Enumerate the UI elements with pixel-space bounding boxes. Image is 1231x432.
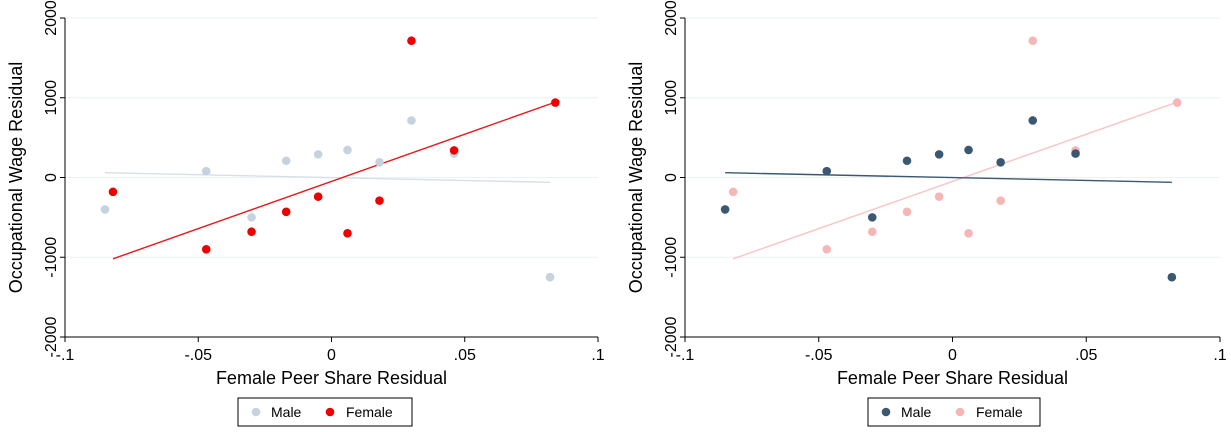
x-tick-label: -.05: [805, 347, 833, 364]
legend-box: [867, 397, 1041, 427]
x-tick-label: .1: [1213, 347, 1226, 364]
point-female: [281, 207, 291, 217]
y-tick-label: -1000: [43, 237, 60, 278]
x-axis-title: Female Peer Share Residual: [216, 368, 447, 388]
point-female: [728, 187, 738, 197]
point-male: [545, 272, 555, 282]
x-tick-label: -.1: [676, 347, 695, 364]
point-female: [822, 244, 832, 254]
point-male: [964, 145, 973, 155]
x-tick-label: .05: [1075, 347, 1097, 364]
point-male: [1167, 272, 1177, 282]
point-male: [934, 150, 944, 159]
legend-marker-female: [955, 407, 965, 417]
y-tick-label: -1000: [663, 237, 680, 278]
x-tick-label: .05: [454, 347, 476, 364]
y-tick-label: -2000: [43, 316, 60, 357]
point-male: [375, 158, 384, 167]
point-male: [201, 166, 211, 176]
point-female: [551, 98, 560, 107]
fit-line-female: [112, 101, 556, 260]
legend-label-male: Male: [271, 404, 302, 420]
point-male: [343, 145, 352, 155]
x-tick-label: 0: [327, 347, 336, 364]
point-female: [1172, 98, 1182, 107]
point-female: [407, 36, 416, 46]
y-tick-label: 0: [43, 173, 60, 182]
legend: Male Female: [237, 397, 413, 427]
point-male: [313, 150, 323, 159]
point-female: [201, 244, 211, 254]
fit-line-male: [725, 172, 1172, 183]
x-tick-label: -.1: [56, 347, 75, 364]
y-tick-label: 1000: [43, 80, 60, 116]
point-female: [1028, 36, 1038, 46]
point-female: [375, 196, 384, 205]
point-male: [867, 213, 877, 222]
y-axis-title: Occupational Wage Residual: [6, 62, 26, 293]
legend-marker-male: [881, 407, 891, 417]
point-female: [449, 146, 459, 155]
point-male: [407, 116, 416, 125]
y-tick-label: -2000: [663, 316, 680, 357]
legend: Male Female: [867, 397, 1041, 427]
point-male: [822, 166, 832, 176]
point-female: [343, 229, 352, 238]
legend-marker-male: [251, 407, 261, 417]
point-male: [1071, 149, 1080, 158]
point-female: [313, 192, 323, 201]
legend-label-female: Female: [346, 404, 393, 420]
fit-line-male: [104, 172, 551, 183]
point-male: [1028, 116, 1038, 125]
point-male: [247, 213, 256, 222]
fit-line-female: [732, 101, 1178, 260]
legend-label-female: Female: [976, 404, 1023, 420]
point-female: [247, 227, 256, 237]
x-tick-label: 0: [948, 347, 957, 364]
point-male: [902, 156, 912, 166]
point-male: [996, 158, 1005, 167]
point-male: [100, 205, 110, 214]
x-tick-label: -.05: [184, 347, 212, 364]
point-female: [902, 207, 912, 217]
y-tick-label: 2000: [663, 0, 680, 36]
x-tick-label: .1: [591, 347, 604, 364]
y-axis-title: Occupational Wage Residual: [626, 62, 646, 293]
point-female: [108, 187, 118, 197]
x-axis-title: Female Peer Share Residual: [837, 368, 1068, 388]
legend-label-male: Male: [901, 404, 932, 420]
point-male: [281, 156, 291, 166]
point-female: [964, 229, 973, 238]
point-male: [720, 205, 730, 214]
y-tick-label: 2000: [43, 0, 60, 36]
y-tick-label: 1000: [663, 80, 680, 116]
y-tick-label: 0: [663, 173, 680, 182]
legend-box: [237, 397, 413, 427]
point-female: [996, 196, 1005, 205]
point-female: [867, 227, 877, 237]
legend-marker-female: [325, 407, 335, 417]
chart-1: -2000 -1000 0 1000 2000 -.1 -.05 0 .05 .1 Female P…: [6, 0, 605, 427]
point-female: [934, 192, 944, 201]
chart-2: -2000 -1000 0 1000 2000 -.1 -.05 0 .05 .1 Female P…: [626, 0, 1227, 427]
